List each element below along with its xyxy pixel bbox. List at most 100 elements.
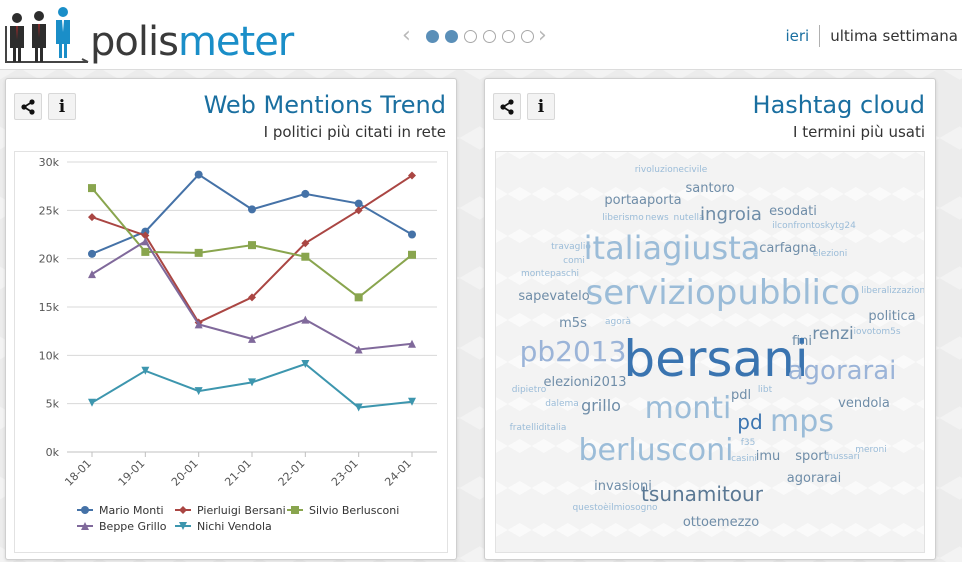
legend-item[interactable]: Beppe Grillo	[77, 520, 167, 533]
legend-item[interactable]: Pierluigi Bersani	[175, 504, 286, 517]
legend-label: Beppe Grillo	[99, 520, 167, 533]
hashtag-word[interactable]: tsunamitour	[641, 482, 763, 506]
hashtag-word[interactable]: pdl	[730, 388, 752, 403]
hashtag-word[interactable]: m5s	[559, 316, 587, 331]
carousel-dot[interactable]	[426, 30, 439, 43]
hashtag-word[interactable]: serviziopubblico	[585, 273, 861, 313]
period-link[interactable]: ieri	[785, 27, 810, 45]
panel-subtitle: I politici più citati in rete	[263, 123, 446, 141]
hashtag-word[interactable]: elezioni2013	[543, 375, 627, 390]
hashtag-word[interactable]: pd	[737, 410, 763, 434]
x-tick-label: 21-01	[222, 457, 254, 489]
polismeter-logo[interactable]: polismeter	[2, 4, 307, 68]
hashtag-word[interactable]: dipietro	[511, 385, 547, 395]
data-point	[194, 387, 203, 396]
share-icon	[500, 98, 514, 115]
hashtag-word[interactable]: italiagiusta	[583, 229, 761, 267]
hashtag-word[interactable]: elezioni	[812, 249, 848, 259]
hashtag-word[interactable]: vendola	[838, 396, 890, 411]
data-point	[88, 398, 96, 407]
period-link[interactable]: ultima settimana	[830, 27, 958, 45]
panel-title: Hashtag cloud	[752, 91, 925, 119]
y-tick-label: 30k	[39, 156, 60, 169]
share-button[interactable]	[14, 93, 42, 120]
hashtag-word[interactable]: imu	[755, 449, 781, 464]
hashtag-word[interactable]: pb2013	[519, 335, 627, 368]
hashtag-word[interactable]: agorarai	[786, 471, 842, 486]
hashtag-word[interactable]: politica	[868, 309, 916, 324]
hashtag-word[interactable]: carfagna	[759, 241, 817, 256]
hashtag-word[interactable]: comi	[563, 256, 585, 266]
hashtag-word[interactable]: fini	[791, 334, 813, 349]
hashtag-word[interactable]: monti	[644, 391, 732, 426]
data-point	[141, 231, 150, 240]
hashtag-word[interactable]: fratelliditalia	[509, 423, 567, 433]
carousel-dot[interactable]	[483, 30, 496, 43]
carousel-prev-chevron-left-icon[interactable]: ‹	[402, 23, 411, 48]
data-point	[141, 247, 150, 256]
legend-label: Mario Monti	[99, 504, 164, 517]
data-point	[248, 205, 256, 214]
hashtag-word[interactable]: liberismo	[602, 213, 644, 223]
politicians-figures-icon	[5, 7, 89, 63]
hashtag-word[interactable]: santoro	[685, 181, 735, 196]
carousel-next-chevron-right-icon[interactable]: ›	[538, 23, 547, 48]
hashtag-word[interactable]: rivoluzionecivile	[634, 165, 708, 175]
hashtag-word[interactable]: agorà	[605, 317, 631, 327]
hashtag-word[interactable]: libt	[757, 385, 773, 395]
hashtag-word[interactable]: sport	[795, 449, 829, 464]
hashtag-word[interactable]: esodati	[769, 204, 817, 219]
legend-marker	[179, 506, 187, 514]
data-point	[408, 230, 416, 239]
hashtag-word[interactable]: bersani	[623, 330, 809, 388]
hashtag-cloud: rivoluzionecivile santoro portaaporta liber…	[495, 151, 925, 553]
hashtag-word[interactable]: grillo	[581, 396, 621, 415]
legend-item[interactable]: Mario Monti	[77, 504, 164, 517]
hashtag-word[interactable]: invasioni	[594, 479, 652, 494]
share-button[interactable]	[493, 93, 521, 120]
hashtag-word[interactable]: travaglio	[551, 242, 591, 252]
info-button[interactable]: i	[48, 93, 76, 120]
hashtag-word[interactable]: berlusconi	[578, 433, 734, 468]
carousel-dot[interactable]	[502, 30, 515, 43]
header: polismeter ‹ › ieri ultima settimana	[0, 0, 962, 70]
hashtag-word[interactable]: ottoemezzo	[682, 515, 760, 530]
hashtag-word[interactable]: iovotom5s	[853, 327, 901, 337]
data-point	[354, 293, 363, 302]
hashtag-word[interactable]: liberalizzazione	[861, 286, 925, 296]
hashtag-word[interactable]: news	[645, 213, 669, 223]
data-point	[354, 199, 363, 208]
hashtag-word[interactable]: sapevatelo	[518, 289, 590, 304]
carousel-dot[interactable]	[521, 30, 534, 43]
legend-item[interactable]: Silvio Berlusconi	[287, 504, 399, 517]
x-tick-label: 19-01	[116, 457, 148, 489]
carousel-dot[interactable]	[464, 30, 477, 43]
hashtag-word[interactable]: nutella	[673, 213, 705, 223]
hashtag-word[interactable]: f35	[740, 438, 756, 448]
share-icon	[21, 98, 35, 115]
hashtag-word[interactable]: meroni	[855, 445, 887, 455]
hashtag-word[interactable]: ingroia	[700, 204, 762, 225]
data-point	[194, 170, 203, 179]
hashtag-word[interactable]: mussari	[824, 452, 860, 462]
hashtag-word[interactable]: montepaschi	[520, 269, 580, 279]
y-tick-label: 25k	[39, 204, 60, 217]
data-point	[408, 339, 416, 348]
carousel-dot[interactable]	[445, 30, 458, 43]
panel-title: Web Mentions Trend	[203, 91, 446, 119]
x-tick-label: 23-01	[329, 457, 361, 489]
hashtag-word[interactable]: casini	[731, 454, 757, 464]
hashtag-word[interactable]: renzi	[812, 324, 854, 344]
data-point	[88, 270, 96, 279]
info-button[interactable]: i	[527, 93, 555, 120]
hashtag-word[interactable]: ilconfrontoskytg24	[772, 221, 856, 231]
data-point	[248, 293, 256, 302]
hashtag-word[interactable]: questoèilmiosogno	[572, 503, 658, 513]
data-point	[301, 360, 310, 369]
legend-item[interactable]: Nichi Vendola	[175, 520, 272, 533]
hashtag-word[interactable]: portaaporta	[604, 193, 682, 208]
x-tick-label: 24-01	[382, 457, 414, 489]
hashtag-word[interactable]: mps	[770, 404, 834, 439]
hashtag-word[interactable]: dalema	[545, 399, 579, 409]
hashtag-word[interactable]: agorarai	[787, 356, 897, 386]
